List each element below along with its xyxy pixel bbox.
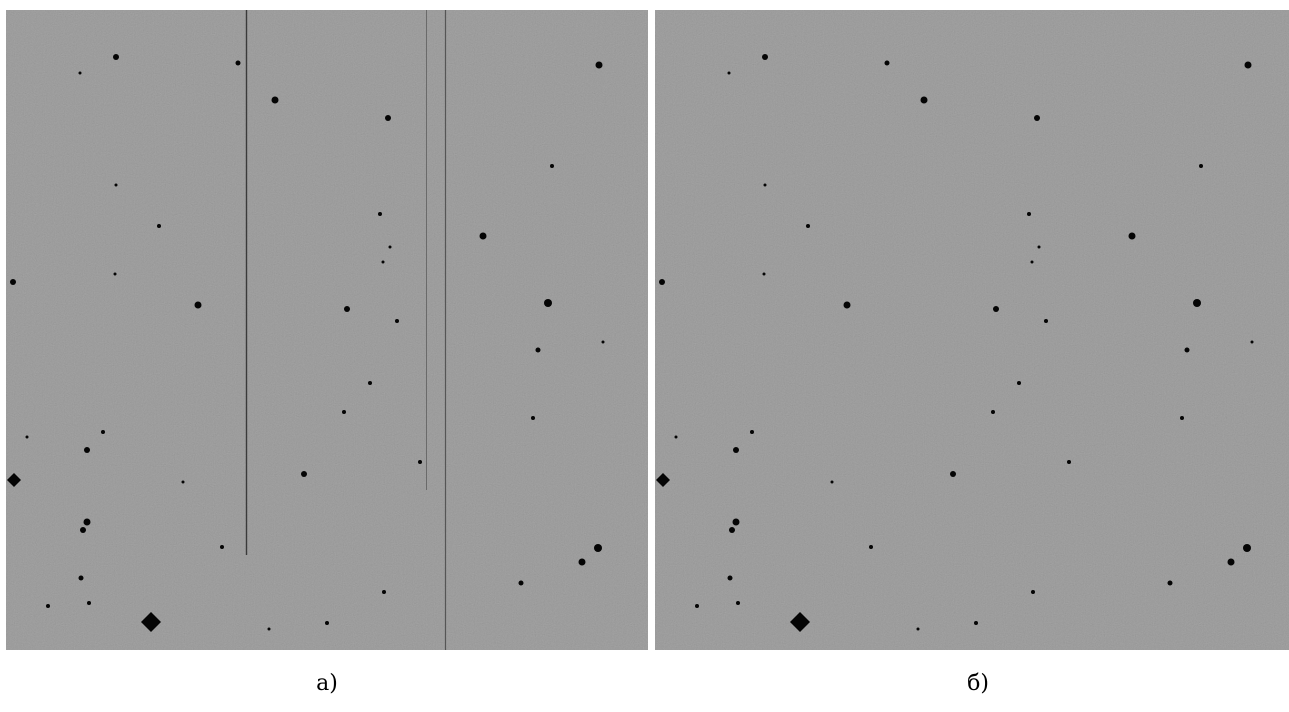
star (535, 347, 541, 353)
star (271, 96, 279, 104)
star (1243, 544, 1251, 552)
star (531, 416, 535, 420)
star (378, 212, 382, 216)
star (578, 558, 586, 566)
star (732, 518, 740, 526)
star (733, 447, 739, 453)
frame-background (6, 10, 648, 650)
star (83, 518, 91, 526)
star (301, 471, 307, 477)
star (1244, 61, 1252, 69)
star (1037, 245, 1041, 249)
star (869, 545, 873, 549)
star (659, 279, 665, 285)
star (220, 545, 224, 549)
star (418, 460, 422, 464)
star (601, 340, 605, 344)
star (750, 430, 754, 434)
star (1030, 260, 1034, 264)
star (594, 544, 602, 552)
frame-background (655, 10, 1289, 650)
star (368, 381, 372, 385)
star (113, 272, 117, 276)
star (1067, 460, 1071, 464)
star (830, 480, 834, 484)
star (1199, 164, 1203, 168)
star (1250, 340, 1254, 344)
star (267, 627, 271, 631)
star (25, 435, 29, 439)
star (736, 601, 740, 605)
star (727, 575, 733, 581)
star (479, 232, 487, 240)
star (1167, 580, 1173, 586)
star (518, 580, 524, 586)
star (544, 299, 552, 307)
star (991, 410, 995, 414)
star (10, 279, 16, 285)
star (157, 224, 161, 228)
star (388, 245, 392, 249)
star (84, 447, 90, 453)
star (1193, 299, 1201, 307)
star (727, 71, 731, 75)
bright-star (141, 612, 161, 632)
star (695, 604, 699, 608)
star (916, 627, 920, 631)
star (1034, 115, 1040, 121)
star (806, 224, 810, 228)
panel-image (6, 10, 648, 650)
panel-image (655, 10, 1289, 650)
star (1044, 319, 1048, 323)
star (1017, 381, 1021, 385)
bright-star (656, 473, 670, 487)
star (674, 435, 678, 439)
star (1027, 212, 1031, 216)
star (46, 604, 50, 608)
star (382, 590, 386, 594)
panel-label: а) (316, 671, 338, 696)
panel-label: б) (967, 671, 989, 696)
star (385, 115, 391, 121)
star (235, 60, 241, 66)
star (1128, 232, 1136, 240)
star (1031, 590, 1035, 594)
star (550, 164, 554, 168)
star (194, 301, 202, 309)
star (884, 60, 890, 66)
star (78, 71, 82, 75)
star (974, 621, 978, 625)
star (950, 471, 956, 477)
star (78, 575, 84, 581)
star (80, 527, 86, 533)
star (342, 410, 346, 414)
star (920, 96, 928, 104)
bright-star (7, 473, 21, 487)
star (1227, 558, 1235, 566)
star (1184, 347, 1190, 353)
star (181, 480, 185, 484)
star (395, 319, 399, 323)
star (344, 306, 350, 312)
star (843, 301, 851, 309)
star (381, 260, 385, 264)
star (101, 430, 105, 434)
star (762, 54, 768, 60)
star (87, 601, 91, 605)
star (595, 61, 603, 69)
star (993, 306, 999, 312)
star (113, 54, 119, 60)
star (1180, 416, 1184, 420)
star (325, 621, 329, 625)
star (763, 183, 767, 187)
star (762, 272, 766, 276)
bright-star (790, 612, 810, 632)
star (729, 527, 735, 533)
star (114, 183, 118, 187)
